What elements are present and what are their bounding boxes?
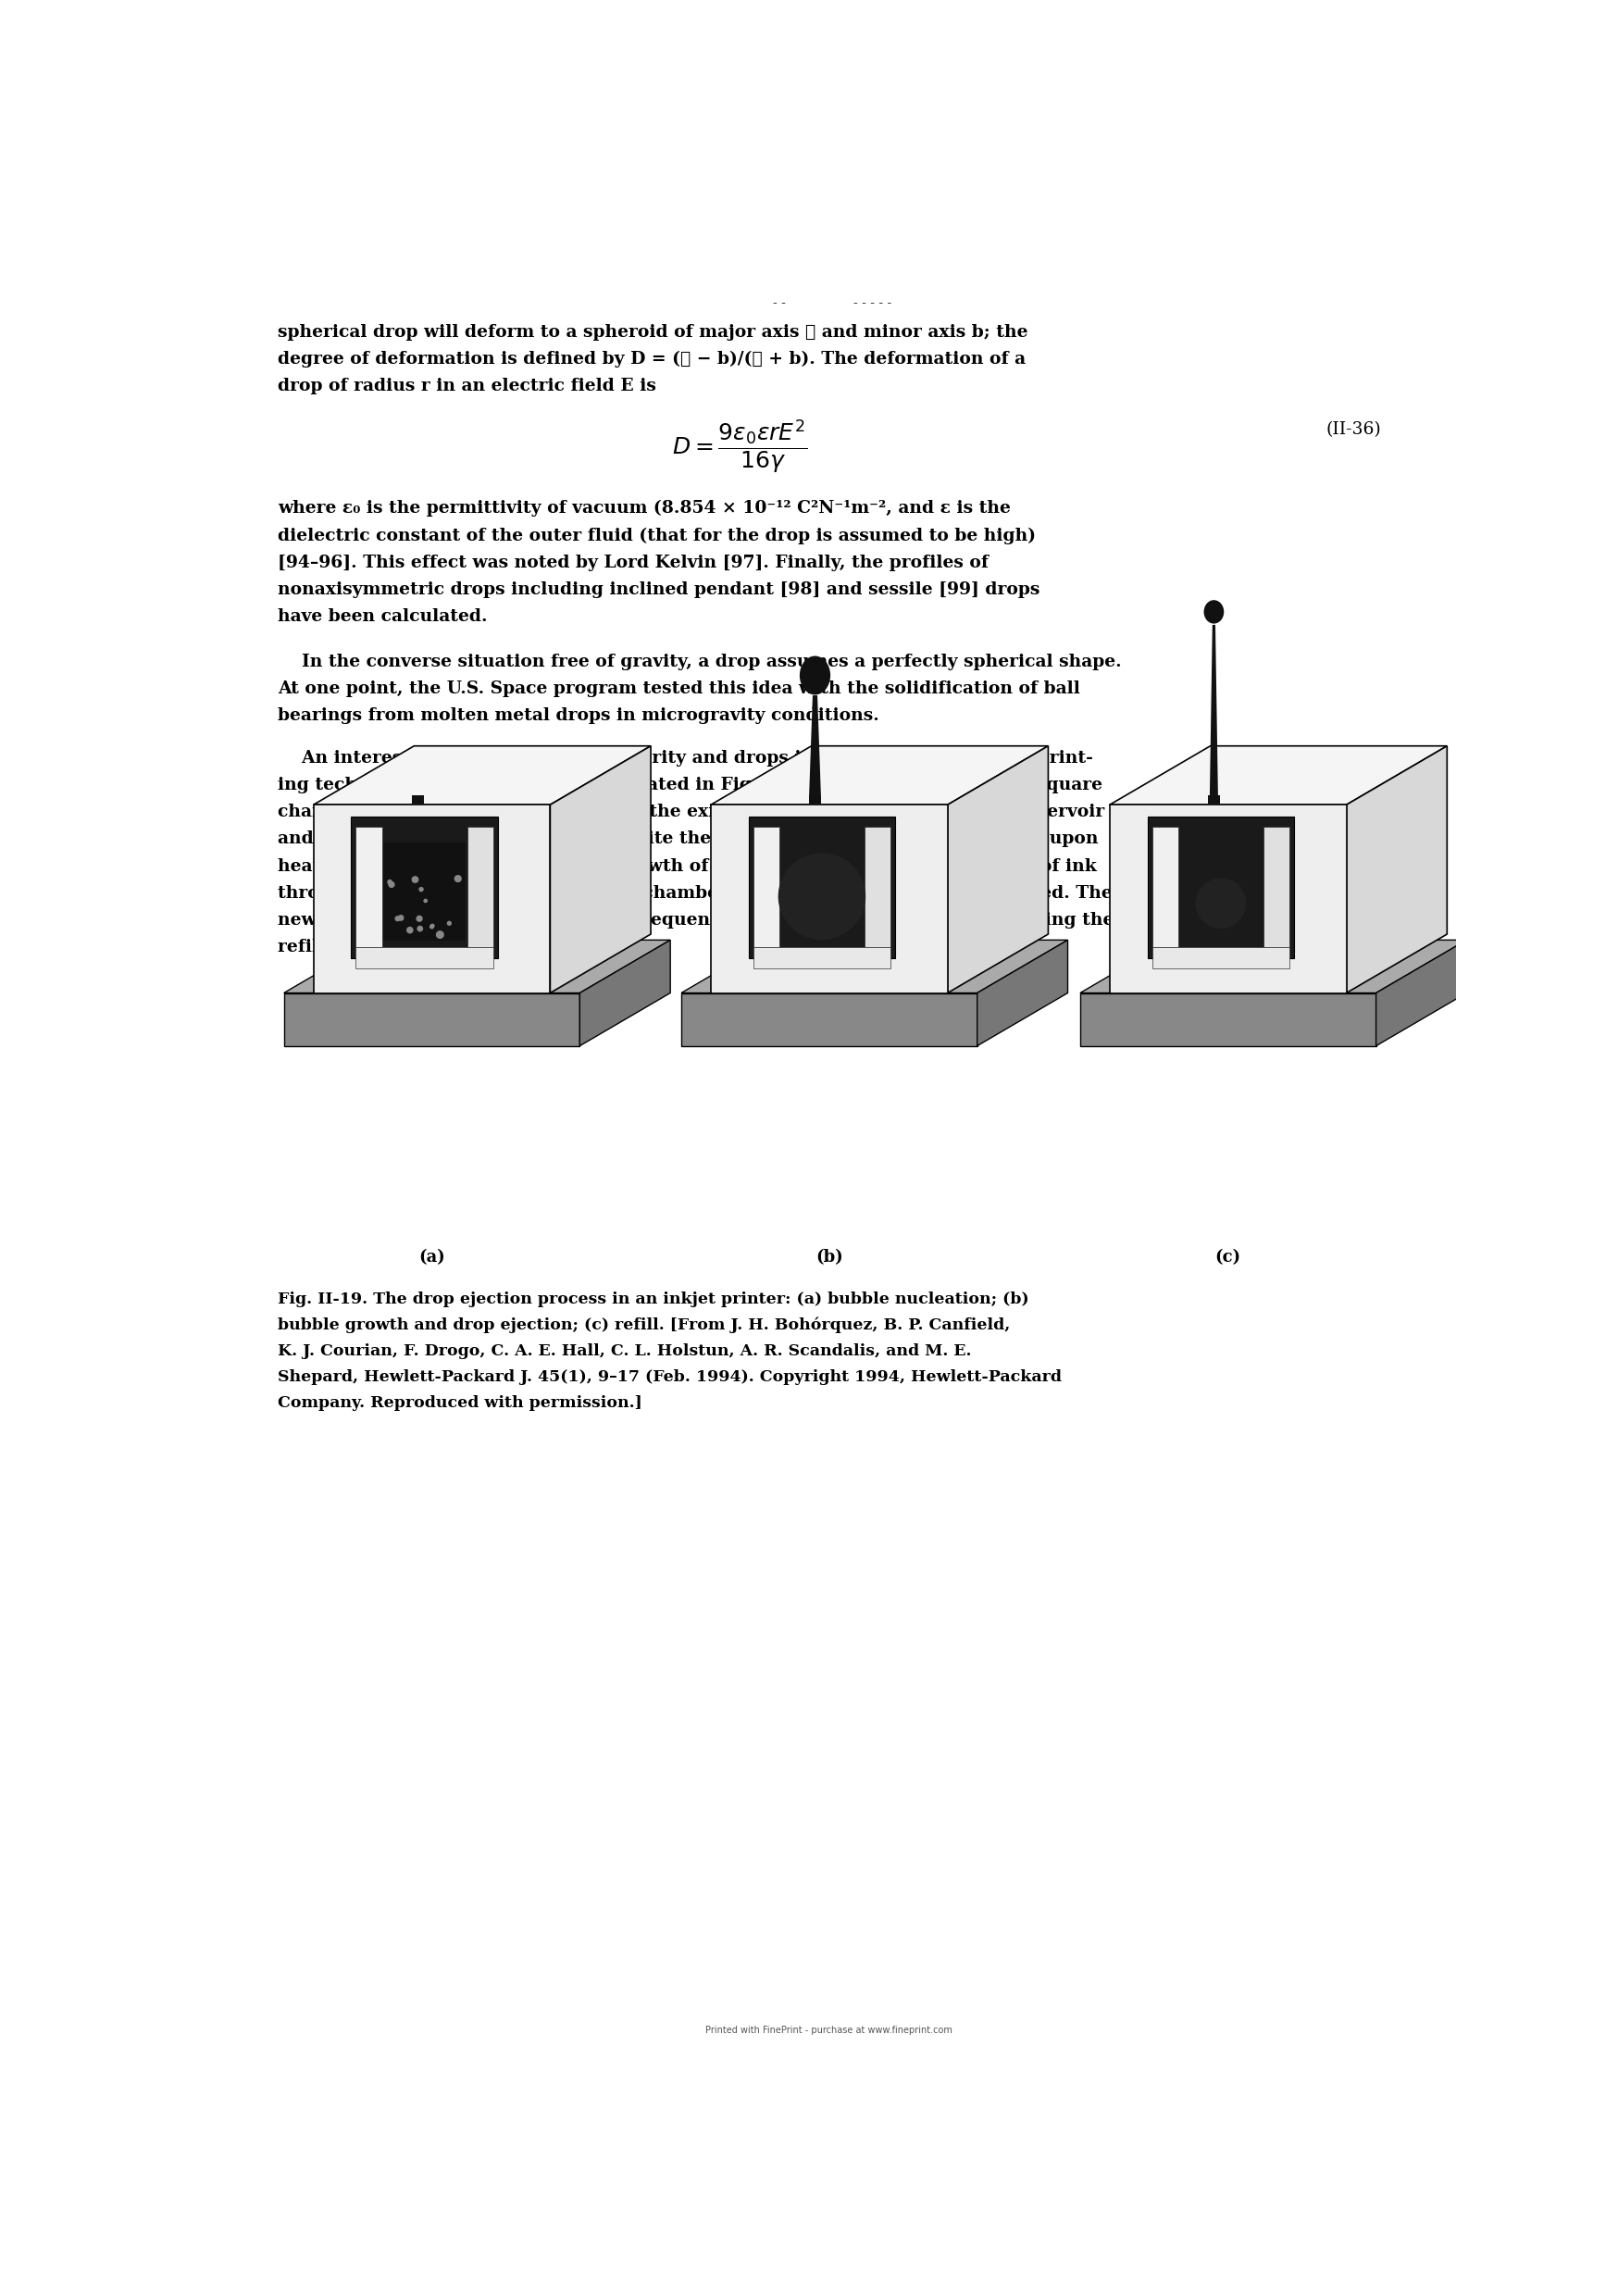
Circle shape bbox=[430, 925, 434, 928]
Polygon shape bbox=[314, 806, 550, 992]
Text: $D = \dfrac{9\epsilon_0\epsilon r E^2}{16\gamma}$: $D = \dfrac{9\epsilon_0\epsilon r E^2}{1… bbox=[671, 418, 807, 475]
Polygon shape bbox=[383, 843, 466, 941]
Ellipse shape bbox=[799, 657, 830, 696]
Polygon shape bbox=[948, 746, 1048, 992]
Text: heating at 10⁸°C/sec, causes rapid growth of a vapor bubble that ejects a drop o: heating at 10⁸°C/sec, causes rapid growt… bbox=[278, 859, 1097, 875]
Circle shape bbox=[437, 932, 443, 939]
Circle shape bbox=[395, 916, 400, 921]
Polygon shape bbox=[1210, 625, 1218, 794]
Polygon shape bbox=[754, 946, 890, 969]
Polygon shape bbox=[314, 746, 650, 806]
Ellipse shape bbox=[1204, 599, 1223, 625]
Text: At one point, the U.S. Space program tested this idea with the solidification of: At one point, the U.S. Space program tes… bbox=[278, 680, 1079, 698]
Text: K. J. Courian, F. Drogo, C. A. E. Hall, C. L. Holstun, A. R. Scandalis, and M. E: K. J. Courian, F. Drogo, C. A. E. Hall, … bbox=[278, 1343, 971, 1359]
Polygon shape bbox=[749, 817, 895, 957]
Circle shape bbox=[398, 916, 403, 921]
Text: - -: - - bbox=[772, 296, 785, 310]
Polygon shape bbox=[1152, 827, 1178, 946]
Text: bearings from molten metal drops in microgravity conditions.: bearings from molten metal drops in micr… bbox=[278, 707, 879, 723]
Circle shape bbox=[388, 879, 392, 884]
Circle shape bbox=[419, 889, 422, 891]
Text: (b): (b) bbox=[815, 1249, 843, 1265]
Text: (c): (c) bbox=[1215, 1249, 1241, 1265]
Polygon shape bbox=[1375, 939, 1466, 1047]
Text: where ε₀ is the permittivity of vacuum (8.854 × 10⁻¹² C²N⁻¹m⁻², and ε is the: where ε₀ is the permittivity of vacuum (… bbox=[278, 501, 1011, 517]
Polygon shape bbox=[550, 746, 650, 992]
Polygon shape bbox=[809, 794, 820, 806]
Polygon shape bbox=[977, 939, 1068, 1047]
Polygon shape bbox=[468, 827, 493, 946]
Text: and capillary forces. In the wall opposite the orifice is a thin film resistor t: and capillary forces. In the wall opposi… bbox=[278, 831, 1099, 847]
Circle shape bbox=[388, 882, 395, 886]
Polygon shape bbox=[864, 827, 890, 946]
Polygon shape bbox=[1081, 939, 1466, 992]
Polygon shape bbox=[283, 992, 579, 1047]
Text: Printed with FinePrint - purchase at www.fineprint.com: Printed with FinePrint - purchase at www… bbox=[705, 2025, 953, 2034]
Circle shape bbox=[413, 877, 417, 882]
Polygon shape bbox=[754, 827, 780, 946]
Polygon shape bbox=[681, 939, 1068, 992]
Text: through the orifice (Fig. II-19b). The chamber refills and the process is repeat: through the orifice (Fig. II-19b). The c… bbox=[278, 884, 1112, 902]
Circle shape bbox=[448, 921, 451, 925]
Polygon shape bbox=[1110, 746, 1446, 806]
Text: Shepard, Hewlett-Packard J. 45(1), 9–17 (Feb. 1994). Copyright 1994, Hewlett-Pac: Shepard, Hewlett-Packard J. 45(1), 9–17 … bbox=[278, 1368, 1061, 1384]
Text: refilling process [100].: refilling process [100]. bbox=[278, 939, 500, 955]
Text: drop of radius r in an electric field E is: drop of radius r in an electric field E … bbox=[278, 379, 655, 395]
Polygon shape bbox=[1081, 992, 1375, 1047]
Polygon shape bbox=[710, 746, 1048, 806]
Text: (II-36): (II-36) bbox=[1325, 422, 1380, 439]
Polygon shape bbox=[283, 939, 670, 992]
Text: ing technology. In this process, illustrated in Fig. II-19, ink resides in a sma: ing technology. In this process, illustr… bbox=[278, 776, 1102, 794]
Text: In the converse situation free of gravity, a drop assumes a perfectly spherical : In the converse situation free of gravit… bbox=[278, 654, 1121, 670]
Text: [94–96]. This effect was noted by Lord Kelvin [97]. Finally, the profiles of: [94–96]. This effect was noted by Lord K… bbox=[278, 553, 989, 572]
Polygon shape bbox=[1147, 817, 1294, 957]
Text: An interesting application of capillarity and drops in fields occurs in inkjet p: An interesting application of capillarit… bbox=[278, 748, 1092, 767]
Text: (a): (a) bbox=[419, 1249, 445, 1265]
Text: Company. Reproduced with permission.]: Company. Reproduced with permission.] bbox=[278, 1396, 642, 1412]
Text: degree of deformation is defined by D = (ℓ − b)/(ℓ + b). The deformation of a: degree of deformation is defined by D = … bbox=[278, 351, 1026, 367]
Circle shape bbox=[417, 925, 422, 932]
Text: chamber with a meniscus balanced at the exit orifice by the pressure in the rese: chamber with a meniscus balanced at the … bbox=[278, 804, 1105, 820]
Polygon shape bbox=[351, 817, 498, 957]
Polygon shape bbox=[710, 806, 948, 992]
Text: newest printers achieve a repetition frequency of 8000 Hz by carefully controlli: newest printers achieve a repetition fre… bbox=[278, 912, 1113, 930]
Polygon shape bbox=[356, 827, 382, 946]
Polygon shape bbox=[1346, 746, 1446, 992]
Text: bubble growth and drop ejection; (c) refill. [From J. H. Bohórquez, B. P. Canfie: bubble growth and drop ejection; (c) ref… bbox=[278, 1318, 1010, 1334]
Polygon shape bbox=[809, 696, 820, 794]
Text: have been calculated.: have been calculated. bbox=[278, 608, 487, 625]
Polygon shape bbox=[411, 794, 424, 806]
Polygon shape bbox=[1209, 794, 1220, 806]
Polygon shape bbox=[1110, 806, 1346, 992]
Polygon shape bbox=[1264, 827, 1290, 946]
Polygon shape bbox=[681, 992, 977, 1047]
Circle shape bbox=[408, 928, 413, 932]
Circle shape bbox=[430, 925, 434, 928]
Circle shape bbox=[778, 854, 866, 939]
Circle shape bbox=[1196, 879, 1246, 928]
Polygon shape bbox=[1152, 946, 1290, 969]
Text: Fig. II-19. The drop ejection process in an inkjet printer: (a) bubble nucleatio: Fig. II-19. The drop ejection process in… bbox=[278, 1290, 1029, 1306]
Circle shape bbox=[455, 875, 461, 882]
Text: - - - - -: - - - - - bbox=[853, 296, 892, 310]
Polygon shape bbox=[356, 946, 493, 969]
Circle shape bbox=[424, 900, 427, 902]
Text: nonaxisymmetric drops including inclined pendant [98] and sessile [99] drops: nonaxisymmetric drops including inclined… bbox=[278, 581, 1040, 597]
Polygon shape bbox=[579, 939, 670, 1047]
Circle shape bbox=[417, 916, 422, 921]
Text: spherical drop will deform to a spheroid of major axis ℓ and minor axis b; the: spherical drop will deform to a spheroid… bbox=[278, 324, 1027, 340]
Text: dielectric constant of the outer fluid (that for the drop is assumed to be high): dielectric constant of the outer fluid (… bbox=[278, 528, 1036, 544]
